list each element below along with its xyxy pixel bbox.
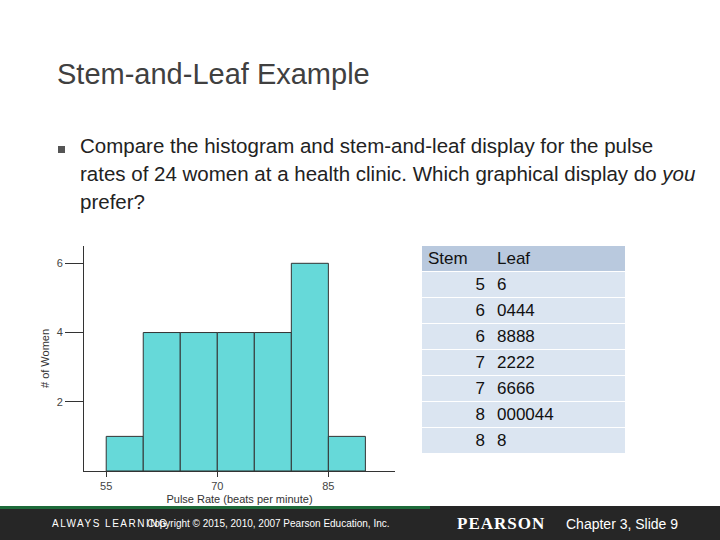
html-text:8: 8 — [475, 404, 485, 424]
svg-text:Pulse Rate (beats per minute): Pulse Rate (beats per minute) — [166, 493, 312, 505]
svg-text:85: 85 — [322, 480, 334, 492]
svg-text:70: 70 — [211, 480, 223, 492]
svg-text:6: 6 — [57, 257, 63, 269]
html-text:8: 8 — [497, 430, 507, 450]
html-text:2222: 2222 — [497, 352, 535, 372]
html-text:5: 5 — [475, 274, 485, 294]
svg-text:55: 55 — [100, 480, 112, 492]
html-text:Copyright © 2015, 2010, 2007 P: Copyright © 2015, 2010, 2007 Pearson Edu… — [147, 518, 390, 529]
html-text:6: 6 — [497, 274, 507, 294]
html-text:Leaf: Leaf — [497, 248, 531, 268]
html-text:6: 6 — [475, 300, 485, 320]
html-text:6: 6 — [475, 326, 485, 346]
html-text:000044: 000044 — [497, 404, 554, 424]
html-text:prefer?: prefer? — [80, 190, 145, 213]
html-text:6666: 6666 — [497, 378, 535, 398]
svg-text:2: 2 — [57, 396, 63, 408]
html-text:ALWAYS LEARNING: ALWAYS LEARNING — [52, 518, 169, 529]
html-text:Stem-and-Leaf Example: Stem-and-Leaf Example — [57, 58, 370, 90]
html-text:Stem: Stem — [428, 248, 468, 268]
html-text:Chapter 3, Slide 9: Chapter 3, Slide 9 — [566, 516, 679, 532]
html-text:7: 7 — [475, 352, 485, 372]
html-text:7: 7 — [475, 378, 485, 398]
svg-text:4: 4 — [57, 326, 63, 338]
html-text:0444: 0444 — [497, 300, 535, 320]
html-text:8888: 8888 — [497, 326, 535, 346]
svg-text:# of Women: # of Women — [39, 329, 51, 388]
html-text:8: 8 — [475, 430, 485, 450]
html-text:PEARSON: PEARSON — [457, 514, 546, 533]
html-text:Compare the histogram and stem: Compare the histogram and stem-and-leaf … — [80, 134, 696, 185]
